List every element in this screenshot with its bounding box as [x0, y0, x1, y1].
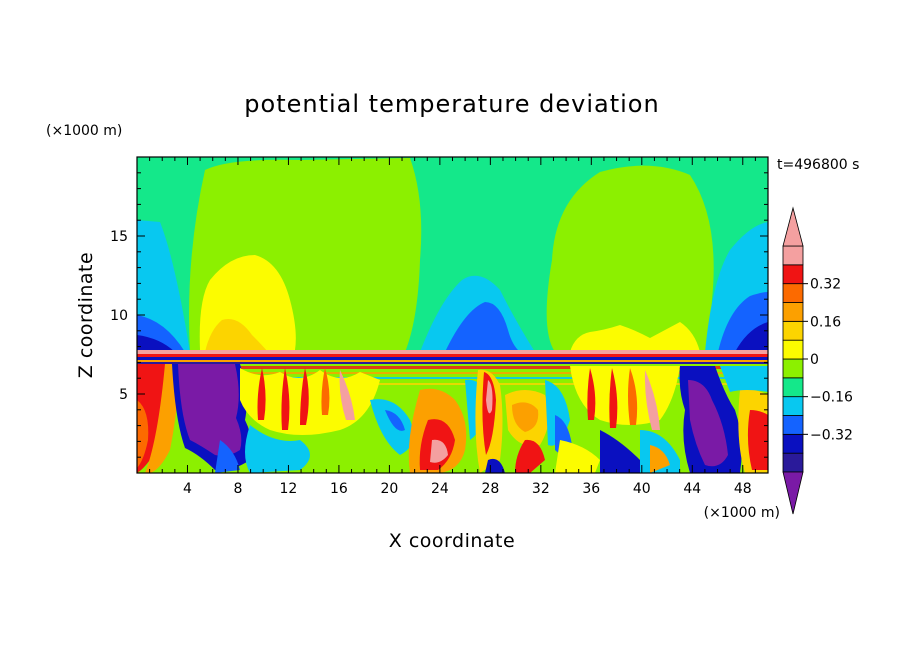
- contour-band: [385, 410, 405, 431]
- contour-band: [178, 364, 242, 456]
- colorbar-tick-label: −0.32: [810, 427, 853, 443]
- x-tick-label: 20: [380, 481, 398, 497]
- colorbar-swatch: [782, 396, 804, 416]
- contour-band: [570, 322, 700, 352]
- colorbar-swatch: [782, 433, 804, 454]
- contour-band: [445, 302, 520, 352]
- colorbar-swatch: [782, 320, 804, 341]
- y-unit-label: (×1000 m): [46, 123, 122, 139]
- colorbar-swatch: [782, 415, 804, 435]
- contour-band: [137, 377, 768, 379]
- contour-band: [515, 439, 545, 473]
- contour-band: [137, 354, 768, 357]
- contour-band: [205, 319, 268, 352]
- contour-band: [339, 370, 355, 420]
- contour-band: [145, 364, 180, 473]
- x-tick-label: 4: [183, 481, 192, 497]
- contour-band: [281, 368, 290, 430]
- x-tick-label: 44: [683, 481, 701, 497]
- colorbar-swatch: [782, 245, 804, 266]
- x-tick-label: 24: [431, 481, 449, 497]
- colorbar-low-arrow: [782, 471, 804, 515]
- colorbar-swatch: [782, 264, 804, 285]
- x-axis-label: X coordinate: [389, 530, 515, 552]
- colorbar-high-arrow: [782, 206, 804, 247]
- contour-band: [137, 362, 768, 364]
- contour-band: [215, 440, 240, 473]
- contour-band: [720, 366, 768, 392]
- y-tick-label: 5: [119, 387, 128, 403]
- y-axis-label: Z coordinate: [75, 252, 97, 378]
- contour-band: [137, 400, 149, 468]
- contour-band: [650, 445, 670, 473]
- contour-field: [137, 157, 768, 473]
- x-tick-label: 32: [532, 481, 550, 497]
- x-tick-label: 40: [633, 481, 651, 497]
- contour-band: [587, 368, 596, 420]
- contour-band: [137, 350, 768, 354]
- contour-band: [628, 368, 638, 425]
- contour-band: [245, 425, 310, 473]
- contour-band: [512, 402, 539, 432]
- colorbar-swatch: [782, 358, 804, 379]
- contour-band: [321, 368, 330, 415]
- x-tick-label: 36: [582, 481, 600, 497]
- x-tick-label: 8: [233, 481, 242, 497]
- x-unit-label: (×1000 m): [704, 505, 780, 521]
- contour-band: [137, 372, 768, 374]
- contour-band: [482, 372, 496, 455]
- time-label: t=496800 s: [777, 157, 859, 173]
- contour-band: [600, 430, 640, 473]
- chart-title: potential temperature deviation: [244, 90, 659, 118]
- contour-band: [137, 360, 768, 362]
- contour-band: [609, 368, 618, 428]
- contour-band: [747, 410, 768, 470]
- contour-band: [555, 440, 600, 473]
- colorbar-tick-label: −0.16: [810, 390, 853, 406]
- contour-band: [688, 380, 728, 467]
- colorbar: 0.32 0.16 0 −0.16 −0.32: [782, 206, 853, 515]
- contour-band: [257, 368, 266, 420]
- contour-band: [486, 380, 493, 414]
- contour-band: [137, 383, 768, 385]
- y-tick-label: 10: [110, 308, 128, 324]
- contour-band: [644, 370, 660, 430]
- x-tick-label: 28: [481, 481, 499, 497]
- colorbar-tick-label: 0: [810, 352, 819, 368]
- x-tick-label: 48: [734, 481, 752, 497]
- colorbar-swatch: [782, 302, 804, 322]
- contour-band: [735, 322, 768, 352]
- x-axis: 4 8 12 16 20 24 28 32 36 40 44 48: [149, 157, 756, 497]
- colorbar-tick-label: 0.16: [810, 314, 841, 330]
- contour-band: [430, 439, 448, 463]
- x-tick-label: 16: [330, 481, 348, 497]
- contour-band: [137, 357, 768, 360]
- colorbar-swatch: [782, 339, 804, 360]
- contour-band: [546, 165, 714, 352]
- contour-band: [137, 366, 768, 369]
- x-tick-label: 12: [280, 481, 298, 497]
- contour-band: [300, 368, 309, 425]
- colorbar-swatch: [782, 377, 804, 398]
- y-tick-label: 15: [110, 229, 128, 245]
- contour-band: [137, 220, 190, 352]
- colorbar-swatch: [782, 452, 804, 473]
- contour-band: [370, 399, 414, 455]
- colorbar-swatch: [782, 283, 804, 303]
- colorbar-tick-label: 0.32: [810, 277, 841, 293]
- y-axis: 5 10 15: [110, 172, 768, 458]
- contour-band: [137, 335, 175, 352]
